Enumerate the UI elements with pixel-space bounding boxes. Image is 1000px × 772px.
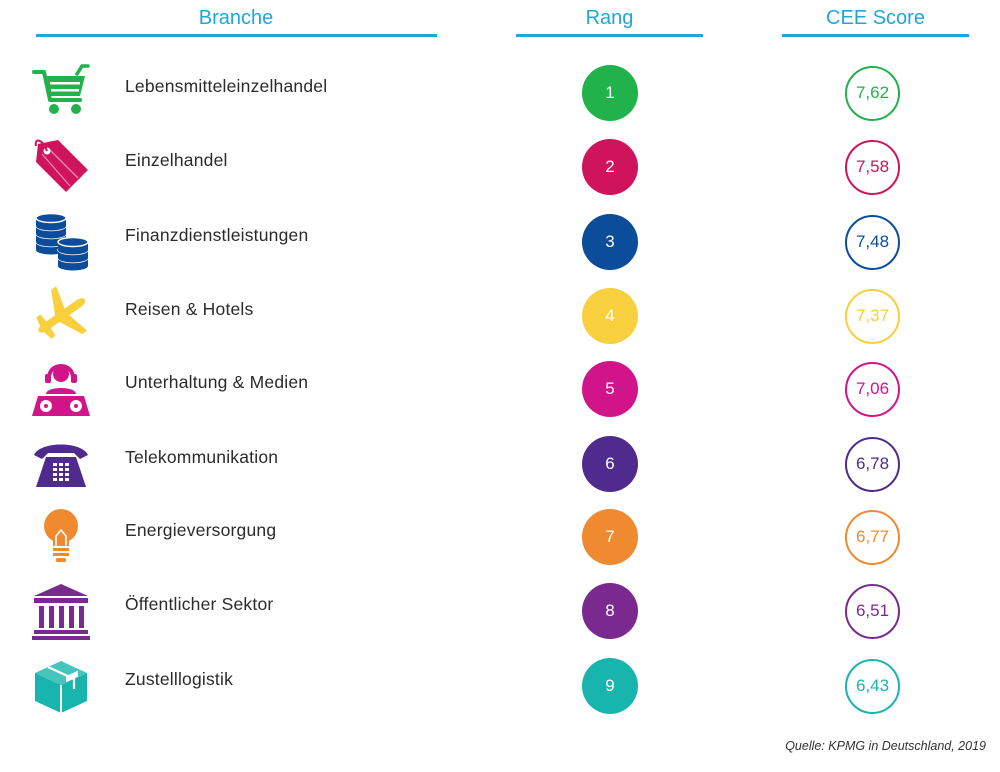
branche-label: Reisen & Hotels bbox=[125, 299, 254, 319]
rule-cee-score bbox=[782, 34, 969, 37]
light-bulb-icon bbox=[30, 506, 92, 568]
score-badge: 6,78 bbox=[845, 437, 900, 492]
coins-icon bbox=[30, 211, 92, 273]
rank-badge: 1 bbox=[582, 65, 638, 121]
source-note: Quelle: KPMG in Deutschland, 2019 bbox=[785, 739, 986, 753]
table-row: Unterhaltung & Medien 5 7,06 bbox=[0, 358, 1000, 428]
airplane-icon bbox=[30, 285, 92, 347]
shopping-cart-icon bbox=[30, 62, 92, 124]
score-badge: 7,58 bbox=[845, 140, 900, 195]
branche-label: Einzelhandel bbox=[125, 150, 228, 170]
package-box-icon bbox=[30, 655, 92, 717]
score-badge: 7,48 bbox=[845, 215, 900, 270]
rank-badge: 5 bbox=[582, 361, 638, 417]
table-row: Öffentlicher Sektor 8 6,51 bbox=[0, 580, 1000, 650]
branche-label: Öffentlicher Sektor bbox=[125, 594, 274, 614]
branche-label: Lebensmitteleinzelhandel bbox=[125, 76, 328, 96]
rank-badge: 2 bbox=[582, 139, 638, 195]
rule-branche bbox=[36, 34, 437, 37]
table-row: Lebensmitteleinzelhandel 1 7,62 bbox=[0, 62, 1000, 132]
score-badge: 6,51 bbox=[845, 584, 900, 639]
score-badge: 6,77 bbox=[845, 510, 900, 565]
branche-label: Unterhaltung & Medien bbox=[125, 372, 309, 392]
rank-badge: 3 bbox=[582, 214, 638, 270]
telephone-icon bbox=[30, 433, 92, 495]
table-row: Einzelhandel 2 7,58 bbox=[0, 136, 1000, 206]
table-row: Zustelllogistik 9 6,43 bbox=[0, 655, 1000, 725]
branche-label: Zustelllogistik bbox=[125, 669, 234, 689]
score-badge: 6,43 bbox=[845, 659, 900, 714]
table-row: Energieversorgung 7 6,77 bbox=[0, 506, 1000, 576]
price-tag-icon bbox=[30, 136, 92, 198]
branche-label: Telekommunikation bbox=[125, 447, 279, 467]
table-row: Telekommunikation 6 6,78 bbox=[0, 433, 1000, 503]
rank-badge: 9 bbox=[582, 658, 638, 714]
score-badge: 7,06 bbox=[845, 362, 900, 417]
government-building-icon bbox=[30, 580, 92, 642]
rule-rang bbox=[516, 34, 703, 37]
rank-badge: 4 bbox=[582, 288, 638, 344]
rank-badge: 8 bbox=[582, 583, 638, 639]
branche-label: Energieversorgung bbox=[125, 520, 277, 540]
score-badge: 7,62 bbox=[845, 66, 900, 121]
score-badge: 7,37 bbox=[845, 289, 900, 344]
branche-label: Finanzdienstleistungen bbox=[125, 225, 309, 245]
table-row: Reisen & Hotels 4 7,37 bbox=[0, 285, 1000, 355]
rank-badge: 7 bbox=[582, 509, 638, 565]
header-branche: Branche bbox=[198, 7, 274, 29]
rank-badge: 6 bbox=[582, 436, 638, 492]
header-rang: Rang bbox=[585, 7, 634, 29]
table-row: Finanzdienstleistungen 3 7,48 bbox=[0, 211, 1000, 281]
dj-icon bbox=[30, 358, 92, 420]
header-cee-score: CEE Score bbox=[826, 7, 925, 29]
